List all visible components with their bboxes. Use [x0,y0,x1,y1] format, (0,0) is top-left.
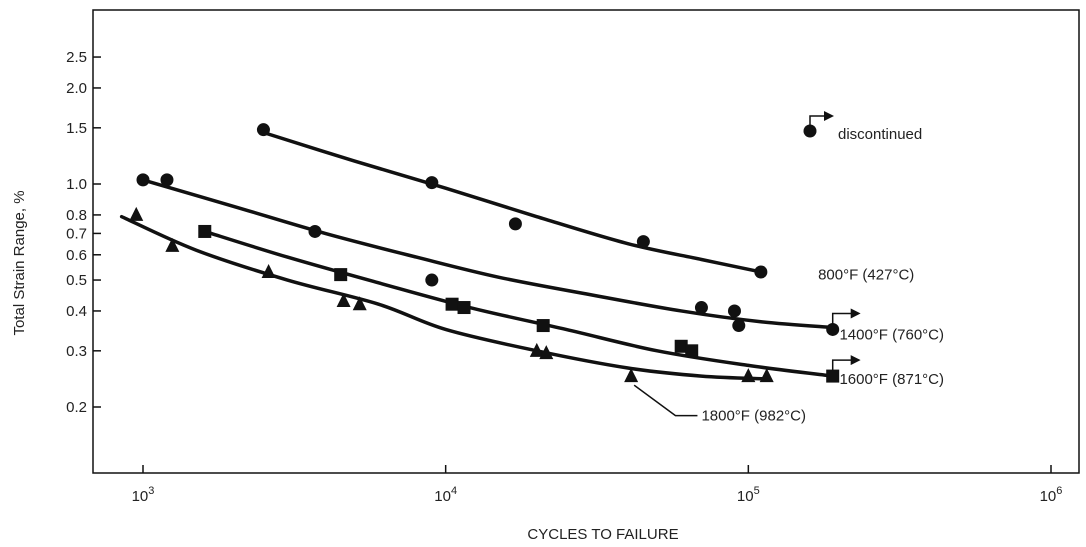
data-point-circle [754,265,768,279]
x-tick-label: 105 [737,485,760,505]
series-label: 1400°F (760°C) [839,326,944,343]
plot-frame [92,9,1080,474]
data-point-triangle [352,296,367,311]
legend-text: discontinued [838,126,922,143]
data-point-circle [636,235,650,249]
x-tick-exponent: 3 [148,485,154,497]
data-point-circle [826,322,840,336]
data-point-square [198,224,212,238]
data-point-square [674,339,688,353]
series-label: 800°F (427°C) [818,267,914,284]
discontinued-arrow [831,308,861,324]
data-point-circle [425,176,439,190]
y-tick-label: 0.5 [66,272,87,289]
y-tick-label: 2.5 [66,49,87,66]
data-point-square [334,268,348,282]
legend-marker-circle [803,124,817,138]
data-point-triangle [129,206,144,221]
x-tick-base: 10 [434,488,451,505]
data-point-square [536,319,550,333]
y-tick-label: 1.5 [66,120,87,137]
fit-curve-4 [119,214,769,381]
discontinued-arrow [831,355,861,371]
x-axis-ticks: 103 104 105 106 [132,465,1063,505]
y-tick-label: 0.4 [66,303,87,320]
data-point-square [685,344,699,358]
x-tick-exponent: 4 [451,485,457,497]
x-tick-label: 103 [132,485,155,505]
y-tick-label: 0.8 [66,207,87,224]
data-point-square [826,369,840,383]
x-tick-exponent: 6 [1056,485,1062,497]
y-axis-ticks: 0.2 0.3 0.4 0.5 0.6 0.70.8 1.0 1.5 2.0 2.5 [66,49,101,416]
fit-curve-2 [141,178,835,330]
fit-curves [119,130,835,381]
y-tick-label: 0.3 [66,343,87,360]
data-point-triangle [741,368,756,383]
data-point-circle [425,273,439,287]
y-tick-label: 2.0 [66,80,87,97]
x-tick-base: 10 [132,488,149,505]
data-point-circle [256,123,270,137]
data-point-circle [308,224,322,238]
data-point-circle [694,301,708,315]
y-tick-label: 0.2 [66,399,87,416]
fit-curve-3 [203,229,835,378]
x-axis-title: CYCLES TO FAILURE [527,526,678,543]
y-tick-label: 0.7 [66,225,87,242]
y-tick-label: 0.6 [66,247,87,264]
data-point-triangle [539,345,554,360]
y-axis-title: Total Strain Range, % [11,190,28,335]
fit-curve-1 [261,130,763,274]
annotations: 800°F (427°C) 1400°F (760°C) 1600°F (871°C… [633,111,944,425]
data-point-triangle [165,237,180,252]
x-tick-exponent: 5 [754,485,760,497]
data-point-triangle [624,368,639,383]
data-point-square [445,297,459,311]
data-points [129,123,840,383]
data-point-circle [136,173,150,187]
x-tick-label: 104 [434,485,457,505]
data-point-circle [732,319,746,333]
data-point-triangle [529,342,544,357]
legend-discontinued-arrow [809,111,834,125]
series-label: 1800°F (982°C) [701,408,806,425]
x-tick-label: 106 [1040,485,1063,505]
y-tick-label: 1.0 [66,176,87,193]
data-point-triangle [261,263,276,278]
x-tick-base: 10 [1040,488,1057,505]
data-point-circle [160,173,174,187]
data-point-square [457,301,471,315]
x-tick-base: 10 [737,488,754,505]
data-point-triangle [336,292,351,307]
data-point-triangle [759,368,774,383]
data-point-circle [727,304,741,318]
data-point-circle [508,217,522,231]
series-label: 1600°F (871°C) [839,371,944,388]
callout-line [633,384,698,417]
